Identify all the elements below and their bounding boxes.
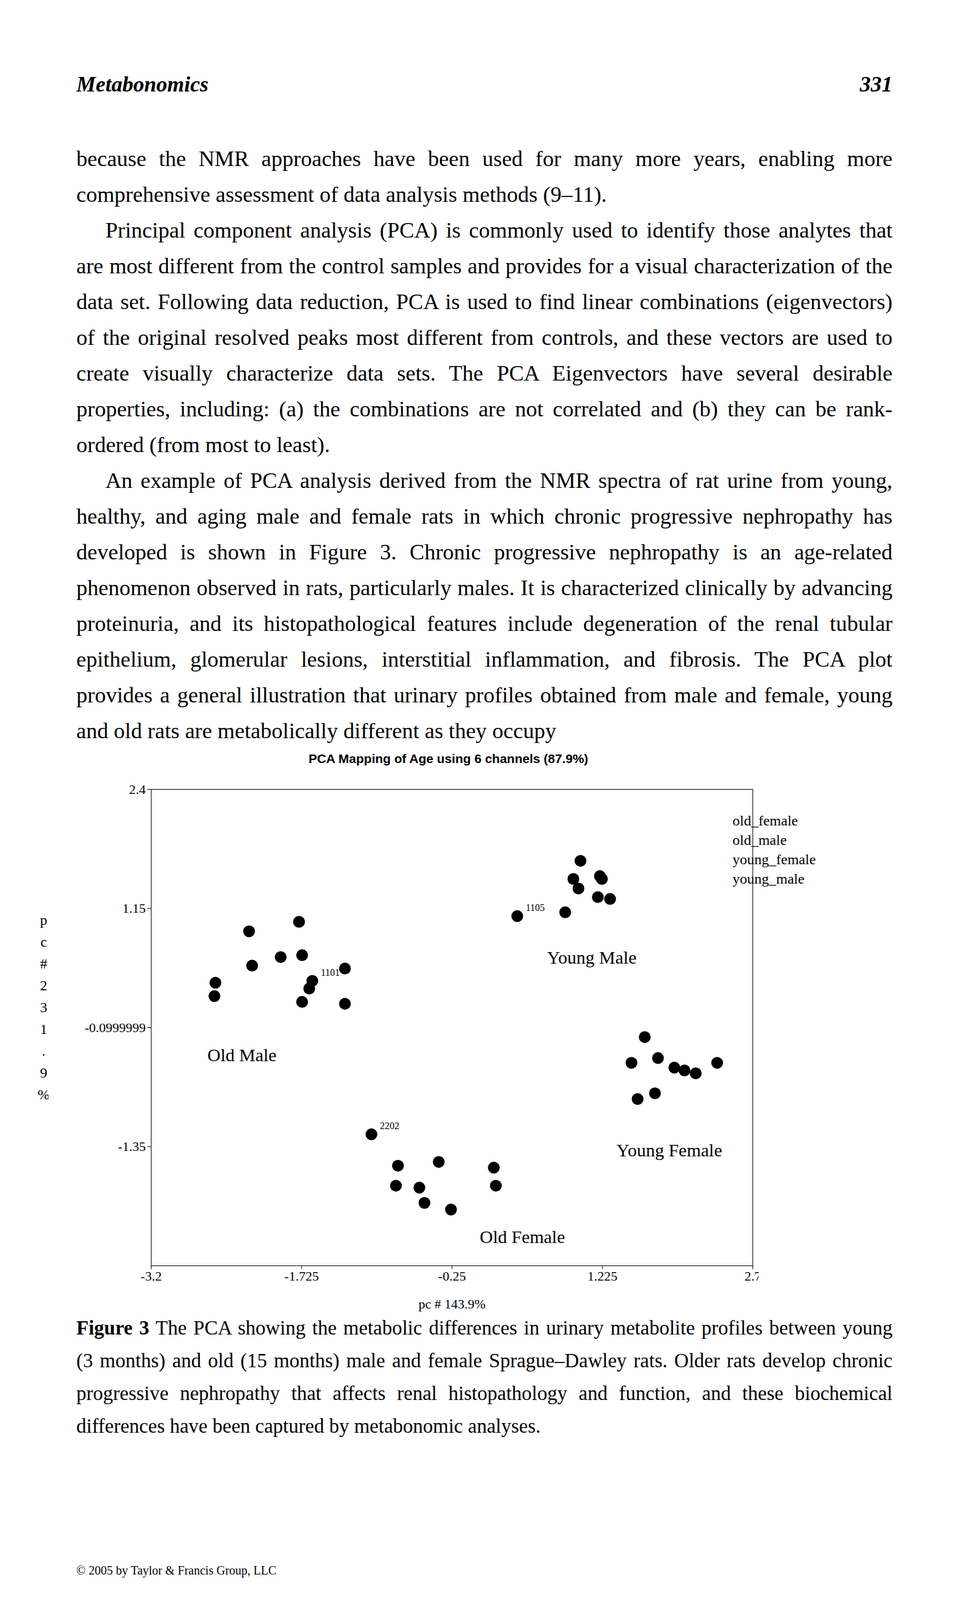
html-text:old_female: old_female — [732, 812, 798, 829]
svg-text:1101: 1101 — [320, 967, 340, 978]
html-text:Metabonomics: Metabonomics — [76, 72, 209, 97]
svg-text:-1.725: -1.725 — [284, 1268, 319, 1284]
html-text:young_female: young_female — [732, 851, 816, 868]
svg-text:1105: 1105 — [525, 902, 545, 913]
svg-text:2202: 2202 — [379, 1120, 400, 1131]
svg-text:-0.0999999: -0.0999999 — [84, 1019, 147, 1035]
html-text:An example of PCA analysis der: An example of PCA analysis derived from … — [76, 467, 893, 743]
svg-text:Young Male: Young Male — [547, 947, 637, 968]
html-text:2: 2 — [39, 977, 48, 994]
html-text:c: c — [40, 933, 47, 950]
html-text:PCA Mapping of Age using 6 cha: PCA Mapping of Age using 6 channels (87.… — [308, 751, 589, 766]
svg-text:Young Female: Young Female — [616, 1139, 722, 1160]
svg-text:Old Female: Old Female — [479, 1226, 566, 1247]
svg-text:2.4: 2.4 — [129, 781, 147, 797]
html-text:because the NMR approaches hav: because the NMR approaches have been use… — [76, 146, 893, 207]
html-text:3: 3 — [39, 999, 48, 1015]
svg-text:-1.35: -1.35 — [118, 1138, 147, 1154]
html-text:Principal component analysis (: Principal component analysis (PCA) is co… — [76, 217, 893, 457]
html-text:p: p — [39, 911, 48, 928]
html-text:old_male: old_male — [732, 831, 787, 848]
svg-text:-0.25: -0.25 — [438, 1268, 466, 1284]
html-text:1: 1 — [39, 1020, 48, 1037]
svg-text:Old Male: Old Male — [207, 1044, 277, 1065]
html-text:331: 331 — [859, 72, 893, 97]
svg-text:2.7: 2.7 — [744, 1268, 759, 1284]
svg-text:1.225: 1.225 — [587, 1268, 619, 1284]
svg-text:pc # 143.9%: pc # 143.9% — [418, 1296, 486, 1312]
svg-text:1.15: 1.15 — [122, 900, 147, 916]
html-text:9: 9 — [39, 1064, 48, 1081]
html-text:young_male: young_male — [732, 870, 805, 887]
html-text:Figure 3 The PCA showing the m: Figure 3 The PCA showing the metabolic d… — [76, 1316, 893, 1437]
svg-text:-3.2: -3.2 — [140, 1268, 162, 1284]
html-text:© 2005 by Taylor & Francis Gro: © 2005 by Taylor & Francis Group, LLC — [76, 1563, 277, 1577]
